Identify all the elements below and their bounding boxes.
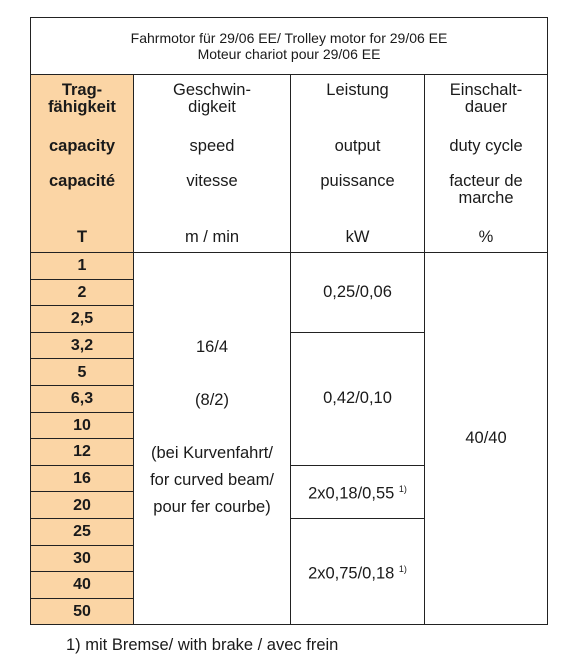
data-row: 1 16/4 (8/2) (bei Kurvenfahrt/ for curved b… [30, 252, 549, 626]
capacity-cell: 6,3 [30, 385, 134, 413]
header-cell: puissance [290, 164, 425, 225]
output-cell: 2x0,75/0,18 1) [290, 518, 425, 626]
data-row: 3,2 0,42/0,10 [30, 332, 548, 466]
header-cell: Einschalt- dauer [423, 74, 549, 130]
footnote: 1) mit Bremse/ with brake / avec frein [66, 636, 339, 654]
table-body: Fahrmotor für 29/06 EE/ Trolley motor fo… [29, 17, 549, 626]
data-row: 16 2x0,18/0,55 1) [30, 465, 548, 519]
output-cell: 0,25/0,06 [290, 252, 425, 333]
output-cell: 0,42/0,10 [290, 332, 425, 466]
capacity-cell: 50 [30, 598, 134, 626]
capacity-cell: 30 [30, 545, 134, 573]
data-row: 6,3 [30, 385, 548, 413]
capacity-cell: 40 [30, 571, 134, 599]
table-container: Fahrmotor für 29/06 EE/ Trolley motor fo… [29, 17, 549, 626]
capacity-cell: 5 [30, 358, 134, 386]
data-row: 20 [30, 491, 548, 519]
header-cell: kW [290, 224, 425, 253]
capacity-cell: 16 [30, 465, 134, 493]
capacity-cell: 10 [30, 412, 134, 440]
data-row: 30 [30, 545, 548, 573]
speed-text: 16/4 [195, 338, 229, 356]
header-cell: capacity [30, 129, 134, 165]
header-row: capacity speed output duty cycle [30, 129, 549, 165]
header-cell: capacité [30, 164, 134, 225]
header-row: Trag- fähigkeit Geschwin- digkeit Leistung… [30, 74, 549, 130]
duty-cycle-cell: 40/40 [423, 252, 549, 626]
header-cell: vitesse [133, 164, 291, 225]
capacity-cell: 2 [30, 279, 134, 307]
capacity-cell: 1 [30, 252, 134, 280]
speed-text: (bei Kurvenfahrt/ for curved beam/ pour … [150, 444, 274, 516]
header-cell: T [30, 224, 134, 253]
data-row: 2,5 [30, 305, 548, 333]
data-row: 10 [30, 412, 548, 440]
header-cell: Trag- fähigkeit [30, 74, 134, 130]
capacity-cell: 25 [30, 518, 134, 546]
header-cell: % [423, 224, 549, 253]
header-cell: Leistung [290, 74, 425, 130]
header-cell: Geschwin- digkeit [133, 74, 291, 130]
capacity-cell: 12 [30, 438, 134, 466]
output-note: 1) [398, 563, 407, 574]
motor-table: Fahrmotor für 29/06 EE/ Trolley motor fo… [29, 17, 549, 626]
header-row: capacité vitesse puissance facteur de march… [30, 164, 549, 225]
data-row: 12 [30, 438, 548, 466]
header-cell: m / min [133, 224, 291, 253]
data-row: 25 2x0,75/0,18 1) [30, 518, 548, 626]
speed-cell: 16/4 (8/2) (bei Kurvenfahrt/ for curved be… [133, 252, 291, 626]
title-row: Fahrmotor für 29/06 EE/ Trolley motor fo… [29, 17, 549, 75]
header-cell: output [290, 129, 425, 165]
speed-text: (8/2) [195, 391, 229, 410]
output-value: 2x0,75/0,18 [308, 564, 395, 583]
data-row: 50 [30, 598, 548, 626]
output-cell: 2x0,18/0,55 1) [290, 465, 425, 519]
capacity-cell: 3,2 [30, 332, 134, 360]
output-value: 0,42/0,10 [323, 389, 392, 408]
data-row: 40 [30, 571, 548, 599]
capacity-cell: 20 [30, 491, 134, 519]
output-value: 0,25/0,06 [323, 282, 392, 301]
capacity-cell: 2,5 [30, 305, 134, 333]
header-cell: speed [133, 129, 291, 165]
header-cell: facteur de marche [423, 164, 549, 225]
header-cell: duty cycle [423, 129, 549, 165]
table-title: Fahrmotor für 29/06 EE/ Trolley motor fo… [29, 17, 549, 75]
output-value: 2x0,18/0,55 [308, 484, 395, 503]
output-note: 1) [398, 484, 407, 495]
data-row: 5 [30, 358, 548, 386]
data-row: 2 [30, 279, 548, 307]
